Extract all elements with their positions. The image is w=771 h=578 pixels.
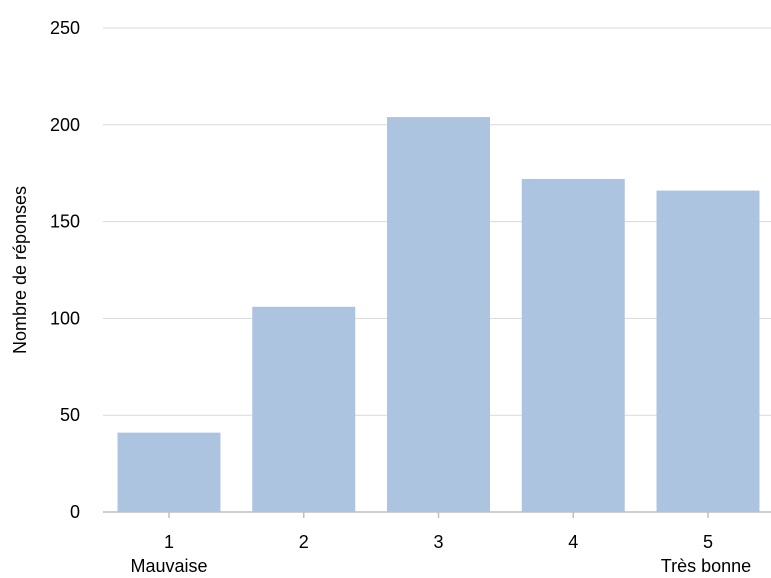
x-tick-label: 5 bbox=[703, 532, 713, 552]
bar-3 bbox=[387, 117, 490, 512]
x-tick-label: 2 bbox=[299, 532, 309, 552]
y-axis-title: Nombre de réponses bbox=[10, 186, 30, 354]
bar-5 bbox=[656, 190, 760, 512]
x-tick-sublabel: Très bonne bbox=[661, 556, 751, 576]
y-tick-label: 150 bbox=[50, 212, 80, 232]
y-tick-label: 100 bbox=[50, 308, 80, 328]
y-axis-ticks: 0 50 100 150 200 250 bbox=[50, 18, 80, 522]
bars bbox=[117, 117, 760, 512]
bar-1 bbox=[117, 432, 221, 512]
x-tick-label: 1 bbox=[164, 532, 174, 552]
x-axis-ticks: 1 Mauvaise 2 3 4 5 Très bonne bbox=[130, 512, 751, 576]
bar-4 bbox=[521, 179, 625, 512]
y-tick-label: 50 bbox=[60, 405, 80, 425]
x-tick-label: 3 bbox=[433, 532, 443, 552]
x-tick-label: 4 bbox=[568, 532, 578, 552]
bar-2 bbox=[252, 306, 356, 512]
y-tick-label: 250 bbox=[50, 18, 80, 38]
x-tick-sublabel: Mauvaise bbox=[130, 556, 207, 576]
y-tick-label: 0 bbox=[70, 502, 80, 522]
y-tick-label: 200 bbox=[50, 115, 80, 135]
